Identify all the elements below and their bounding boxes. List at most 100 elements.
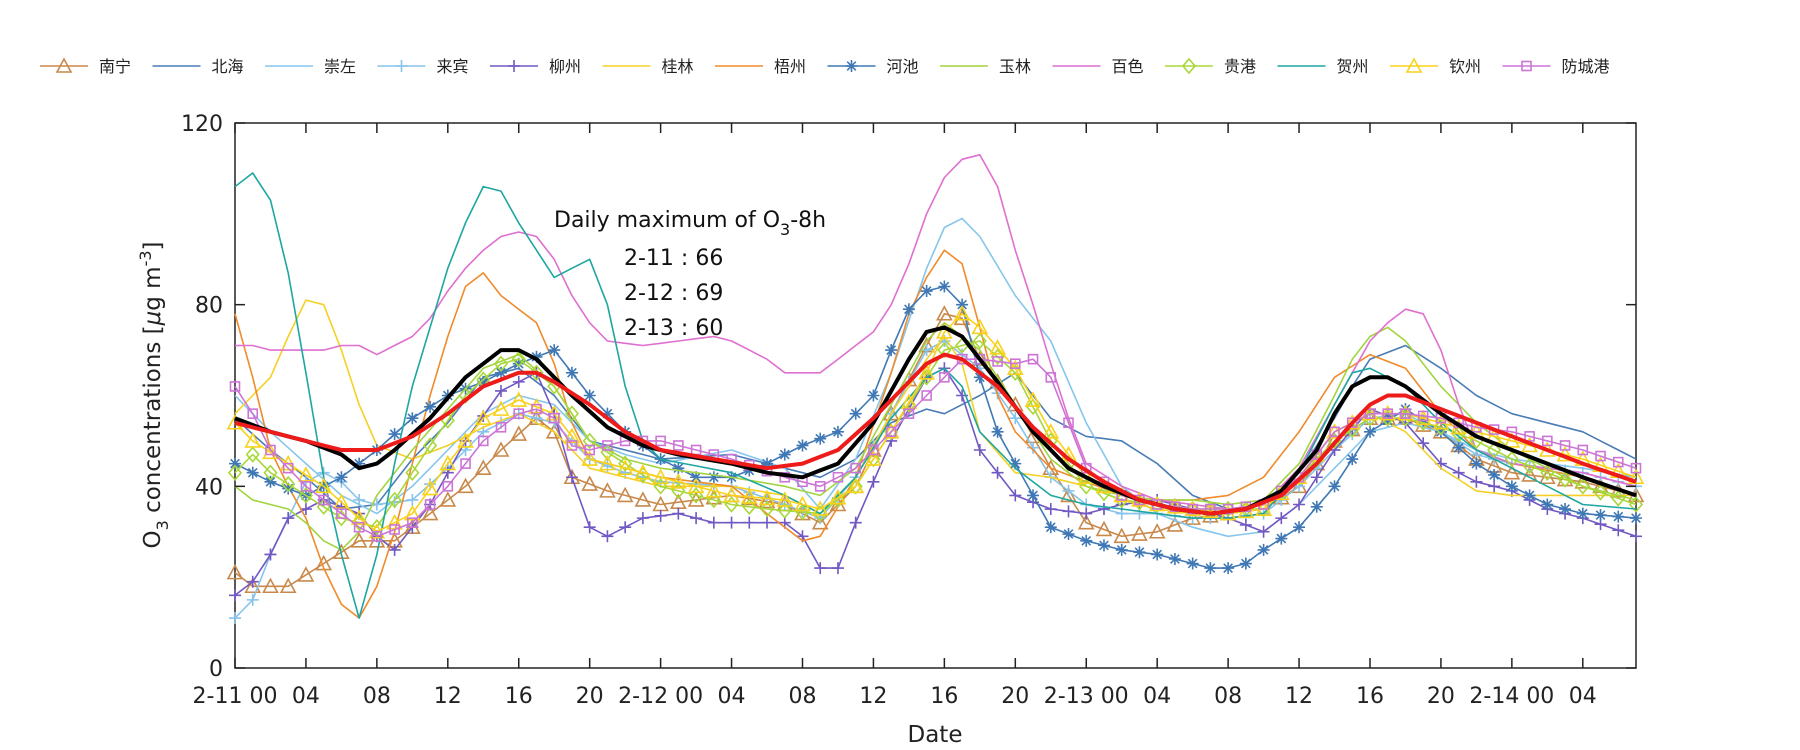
series-13-point [776,491,794,507]
series-8-point [1257,543,1270,556]
series-8-point [1027,489,1040,502]
series-13-point [297,466,315,482]
legend-label: 梧州 [774,57,806,76]
x-tick-label: 08 [1214,684,1242,709]
series-8-point [1186,557,1199,570]
legend-item: 玉林 [940,57,1031,76]
series-5-point [512,375,525,388]
series-14-point [584,444,595,456]
series-8-point [477,375,490,388]
series-8-point [495,366,508,379]
series-11-point [866,450,881,468]
series-4-point [353,493,366,506]
series-9-line [234,322,1637,551]
legend-label: 防城港 [1562,57,1610,76]
series-14-point [424,499,436,510]
series-8-point [956,298,969,311]
series-14-point [921,390,932,401]
series-5-point [619,521,632,534]
series-14-point [1400,408,1411,419]
series-6-line [234,299,1636,515]
series-14-point [1346,417,1358,429]
series-5-point [1009,489,1022,502]
series-8-point [920,285,933,298]
series-1-point [297,566,315,582]
legend-swatch-marker [1521,60,1532,72]
series-13-point [740,488,758,504]
series-8-point [902,303,915,316]
series-13-point [953,305,971,321]
series-11-point [369,518,384,536]
series-1-point [1503,464,1521,480]
series-14-point [1329,426,1340,438]
series-11-point [529,364,544,382]
legend-swatch-marker [1405,57,1423,73]
series-13-point [989,339,1006,355]
series-14-point [371,530,383,542]
series-14-point [460,458,471,469]
legend-swatch-marker [845,60,858,72]
series-13-point [865,450,882,466]
series-14-point [1364,408,1376,419]
series-mean-red [234,352,1637,516]
y-axis-label: O3 concentrations [μg m-3] [136,241,172,548]
series-13-point [723,486,740,503]
legend-label: 玉林 [999,57,1031,76]
series-1-point [510,425,528,441]
series-14-point [548,412,560,424]
series-10-line [235,154,1637,510]
series-11-point [281,475,296,493]
series-13-point [616,459,634,475]
x-tick-label: 16 [930,684,958,709]
series-8-point [1612,510,1625,523]
series-5-point [1097,503,1110,516]
series-13-point [811,500,829,516]
legend-swatch-marker [55,57,73,73]
series-layer [226,154,1645,625]
series-14-point [939,372,950,383]
series-5-point [1488,480,1501,493]
series-8-point [814,432,827,445]
series-8-point [1275,532,1288,545]
series-桂林 [234,299,1636,515]
series-13-point [829,489,847,505]
series-14-point [1045,372,1057,383]
series-11-point [777,502,792,519]
series-14-point [282,462,294,474]
x-tick-label: 20 [576,684,604,709]
legend-item: 桂林 [602,57,694,76]
series-8-point [282,482,295,495]
series-4-point [1062,484,1075,497]
x-tick-label: 20 [1427,684,1455,709]
series-5-point [1239,518,1252,531]
series-14-point [832,471,844,483]
series-16-line [234,352,1637,516]
series-11-point [1611,490,1626,507]
series-1-point [1166,516,1184,532]
x-tick-label: 20 [1001,684,1029,709]
x-tick-label: 04 [1569,684,1597,709]
series-5-point [246,575,259,588]
series-11-point [245,446,260,463]
legend-label: 桂林 [662,57,694,76]
series-13-point [652,468,669,485]
series-4-point [1027,441,1040,454]
legend-label: 钦州 [1449,57,1481,76]
series-1-point [865,441,882,457]
daily-max-annotation: Daily maximum of O3-8h 2-11 : 66 2-12 : … [554,208,826,341]
series-11-point [458,387,473,404]
series-8-point [1470,457,1483,470]
series-8-point [1328,480,1341,493]
series-8-point [1505,480,1518,493]
series-8-point [1559,503,1572,516]
series-8-point [1062,528,1075,541]
series-14-point [265,444,276,456]
series-13-point [333,493,350,510]
series-1-point [545,423,563,439]
series-8-point [583,389,596,402]
series-1-point [244,577,262,594]
series-5-point [441,466,454,479]
series-5-point [601,530,614,543]
series-11-point [972,332,987,350]
series-1-point [279,577,297,594]
